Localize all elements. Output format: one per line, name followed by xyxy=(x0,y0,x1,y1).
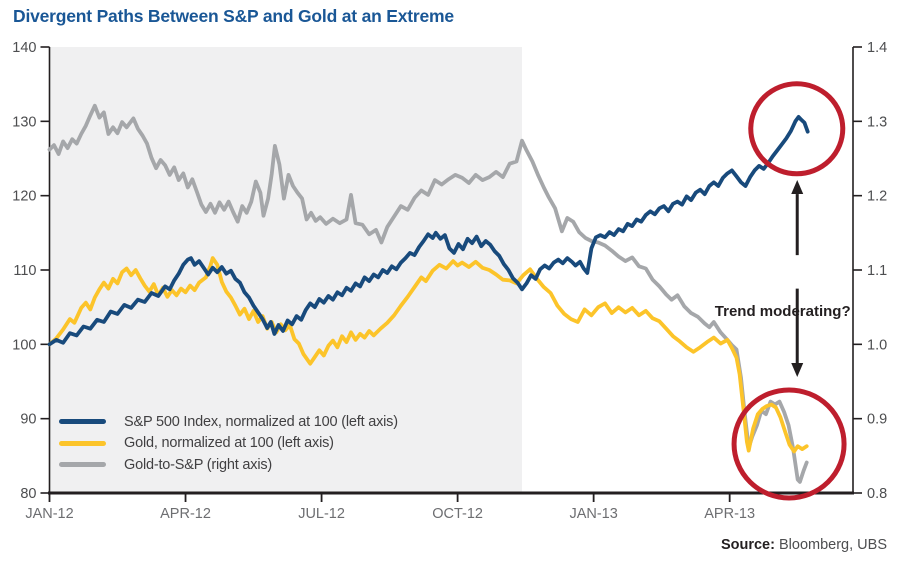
legend-item-ratio: Gold-to-S&P (right axis) xyxy=(59,454,398,476)
legend-item-gold: Gold, normalized at 100 (left axis) xyxy=(59,433,398,455)
legend: S&P 500 Index, normalized at 100 (left a… xyxy=(59,411,398,476)
right-axis-tick-label: 1.0 xyxy=(867,337,887,353)
right-axis-tick-label: 1.3 xyxy=(867,114,887,130)
x-axis-tick-label: JAN-13 xyxy=(569,506,617,522)
series-line-gold xyxy=(47,256,809,454)
legend-swatch-sp500 xyxy=(59,419,106,425)
highlight-circle-bottom xyxy=(731,387,847,501)
x-axis-tick-label: APR-13 xyxy=(704,506,755,522)
left-axis-tick-label: 120 xyxy=(12,189,36,205)
left-axis-tick-label: 140 xyxy=(12,40,36,56)
chart-title: Divergent Paths Between S&P and Gold at … xyxy=(13,6,454,26)
left-axis-tick-label: 100 xyxy=(12,337,36,353)
source-attribution: Source: Bloomberg, UBS xyxy=(721,537,887,553)
right-axis-tick-label: 1.1 xyxy=(867,263,887,279)
legend-label-sp500: S&P 500 Index, normalized at 100 (left a… xyxy=(124,413,398,430)
legend-label-gold: Gold, normalized at 100 (left axis) xyxy=(124,435,334,452)
right-axis-tick-label: 0.9 xyxy=(867,412,887,428)
legend-label-ratio: Gold-to-S&P (right axis) xyxy=(124,456,273,473)
highlight-circle-top xyxy=(748,81,846,177)
left-axis-tick-label: 110 xyxy=(13,263,36,279)
source-value: Bloomberg, UBS xyxy=(774,537,887,553)
legend-swatch-ratio xyxy=(59,462,106,468)
source-label: Source: xyxy=(720,537,775,553)
legend-swatch-gold xyxy=(59,440,106,446)
right-axis-tick-label: 1.4 xyxy=(867,40,887,56)
x-axis-tick-label: APR-12 xyxy=(160,506,211,522)
x-axis-tick-label: OCT-12 xyxy=(432,506,483,522)
right-axis-tick-label: 0.8 xyxy=(867,486,887,502)
x-axis-tick-label: JUL-12 xyxy=(298,506,345,522)
left-axis-tick-label: 90 xyxy=(20,412,36,428)
series-line-ratio xyxy=(47,103,809,484)
arrow-up-head xyxy=(791,180,804,195)
trend-annotation-text: Trend moderating? xyxy=(715,303,851,320)
x-axis-tick-label: JAN-12 xyxy=(25,506,73,522)
left-axis-tick-label: 130 xyxy=(12,114,36,130)
right-axis-tick-label: 1.2 xyxy=(867,189,887,205)
legend-item-sp500: S&P 500 Index, normalized at 100 (left a… xyxy=(59,411,398,433)
series-line-sp500 xyxy=(47,115,810,347)
left-axis-tick-label: 80 xyxy=(20,486,36,502)
arrow-down-head xyxy=(791,363,804,378)
